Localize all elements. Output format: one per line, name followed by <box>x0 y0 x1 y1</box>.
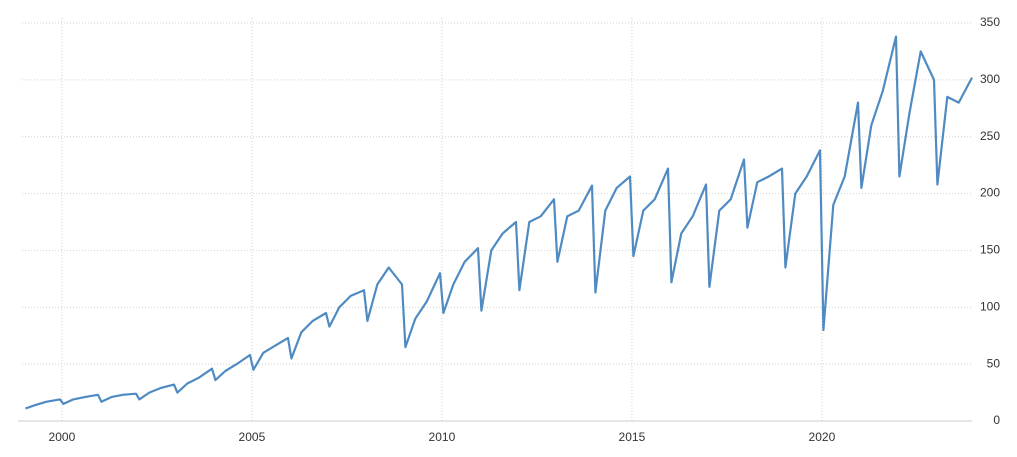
x-tick-label: 2005 <box>239 430 266 444</box>
x-tick-label: 2020 <box>809 430 836 444</box>
x-tick-label: 2015 <box>619 430 646 444</box>
y-tick-label: 100 <box>980 299 1000 313</box>
y-tick-label: 150 <box>980 243 1000 257</box>
y-tick-label: 300 <box>980 72 1000 86</box>
y-tick-label: 0 <box>993 413 1000 427</box>
y-tick-label: 200 <box>980 186 1000 200</box>
y-tick-label: 50 <box>987 356 1001 370</box>
y-tick-label: 350 <box>980 15 1000 29</box>
x-tick-label: 2010 <box>429 430 456 444</box>
y-tick-label: 250 <box>980 129 1000 143</box>
x-tick-label: 2000 <box>49 430 76 444</box>
data-line <box>25 35 973 410</box>
